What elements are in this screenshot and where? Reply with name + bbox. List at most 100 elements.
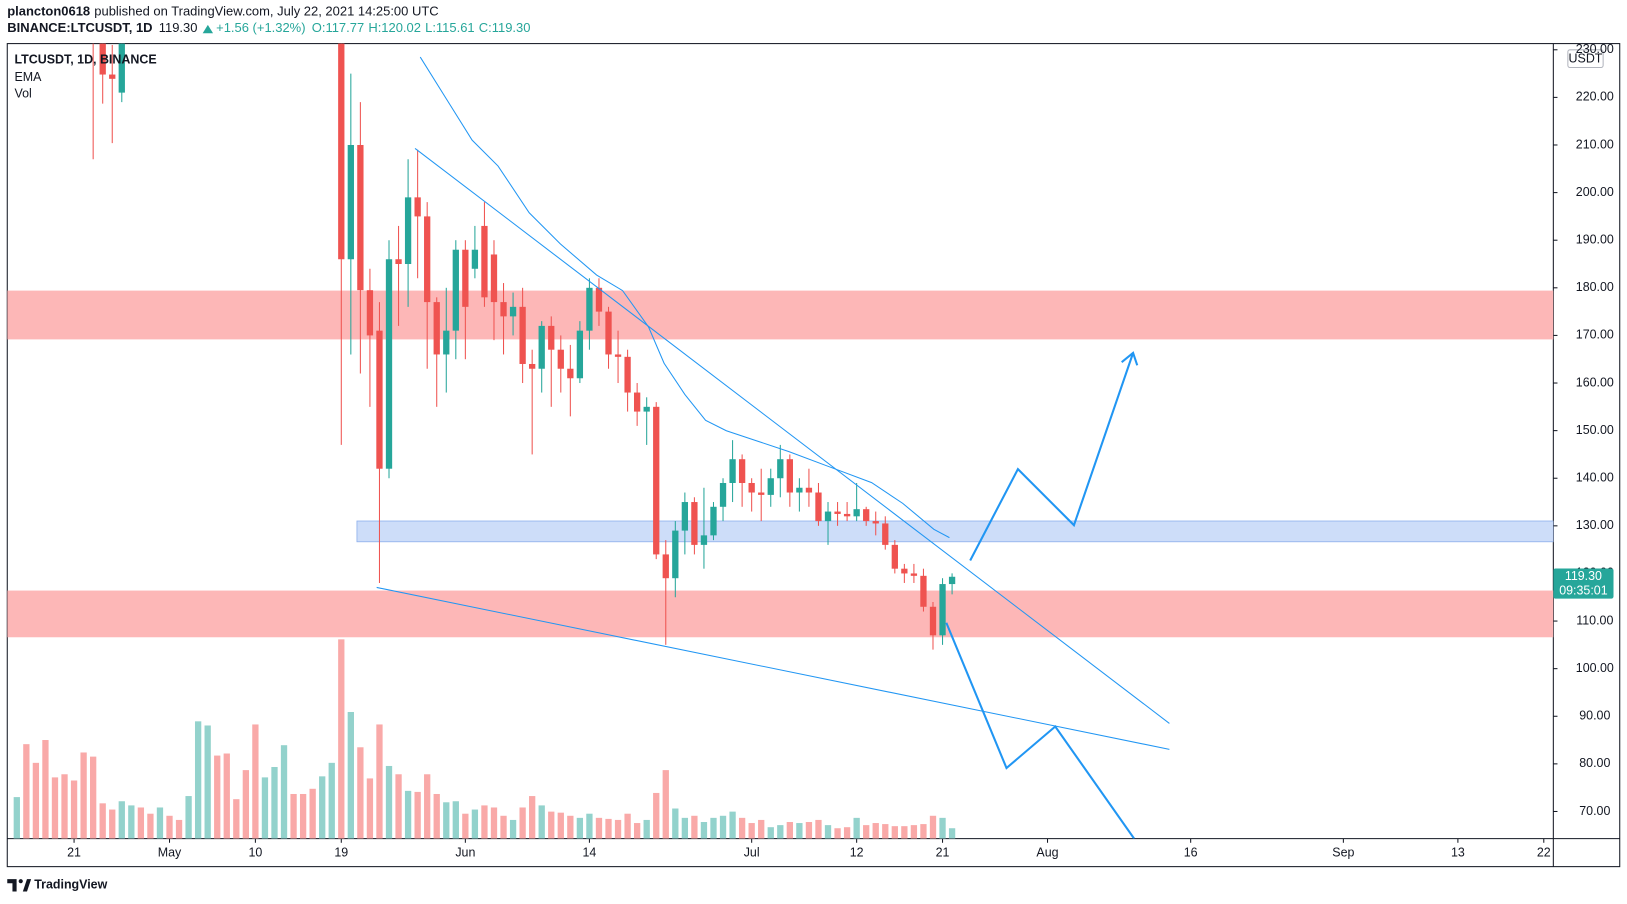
volume-bar	[462, 813, 469, 839]
volume-bar	[614, 819, 622, 839]
volume-bar	[882, 824, 889, 839]
volume-bar	[319, 776, 326, 839]
candle-body	[376, 330, 383, 469]
support-zone	[7, 590, 1554, 638]
candle-body	[824, 511, 832, 522]
volume-bar	[567, 815, 574, 839]
candle-body	[815, 492, 822, 522]
volume-bar	[90, 756, 97, 839]
volume-bar	[758, 819, 765, 839]
candle-body	[891, 544, 898, 569]
x-tick-label: Jul	[744, 845, 760, 859]
header-line: plancton0618 published on TradingView.com…	[7, 4, 438, 19]
y-tick-label: 110.00	[1576, 613, 1613, 627]
ohlc-close: C:119.30	[479, 20, 531, 35]
volume-bar	[481, 805, 488, 839]
volume-bar	[948, 828, 956, 839]
volume-bar	[910, 825, 918, 839]
volume-bar	[509, 819, 517, 839]
candle-body	[500, 302, 507, 317]
volume-bar	[605, 818, 612, 839]
y-tick-label: 230.00	[1576, 42, 1614, 56]
price: 119.30	[159, 20, 198, 35]
candle-body	[586, 287, 593, 331]
candle-body	[633, 392, 641, 412]
x-tick-label: Jun	[455, 845, 475, 859]
volume-layer	[13, 639, 956, 839]
candle-body	[385, 259, 393, 469]
frame	[6, 43, 1621, 868]
x-tick-label: May	[158, 845, 182, 859]
candle-body	[805, 487, 813, 493]
candle-body	[548, 325, 555, 350]
y-tick-label: 130.00	[1576, 518, 1614, 532]
volume-bar	[385, 765, 393, 839]
volume-bar	[128, 805, 135, 839]
candle-body	[471, 249, 479, 269]
volume-bar	[691, 815, 698, 839]
up-triangle	[202, 24, 214, 34]
volume-bar	[166, 815, 173, 839]
candle-body	[748, 482, 755, 493]
candle-body	[338, 43, 345, 260]
ohlc-open: O:117.77	[312, 20, 364, 35]
volume-bar	[204, 725, 211, 839]
candle-body	[796, 487, 803, 493]
candle-body	[509, 306, 517, 317]
candle-body	[939, 584, 946, 636]
x-tick-label: 19	[334, 845, 348, 859]
x-tick-label: 21	[936, 845, 950, 859]
candle-body	[767, 478, 774, 495]
candle-body	[99, 43, 106, 75]
currency-box	[1567, 49, 1604, 68]
volume-bar	[13, 797, 20, 839]
currency: USDT	[1569, 51, 1603, 65]
y-tick-label: 210.00	[1576, 137, 1614, 151]
y-tick-label: 100.00	[1576, 661, 1614, 675]
volume-bar	[633, 823, 641, 839]
candle-body	[118, 43, 125, 93]
author: plancton0618	[7, 4, 90, 19]
volume-bar	[452, 801, 459, 839]
volume-bar	[42, 740, 49, 839]
volume-bar	[32, 762, 40, 839]
volume-bar	[109, 809, 116, 839]
y-tick-label: 200.00	[1576, 185, 1614, 199]
y-tick-label: 160.00	[1576, 375, 1614, 389]
candle-body	[424, 216, 431, 303]
volume-bar	[863, 825, 870, 839]
volume-bar	[23, 744, 30, 839]
volume-bar	[672, 808, 679, 839]
published: published on TradingView.com, July 22, 2…	[94, 4, 438, 19]
plot-area	[7, 43, 1554, 839]
volume-bar	[156, 807, 164, 839]
y-tick-label: 80.00	[1579, 756, 1610, 770]
legend-title: LTCUSDT, 1D, BINANCE	[15, 52, 157, 66]
volume-bar	[414, 791, 421, 839]
y-tick-label: 150.00	[1576, 423, 1614, 437]
candle-body	[529, 363, 536, 369]
candle-body	[519, 306, 526, 364]
candle-body	[443, 330, 450, 355]
candle-layer	[92, 43, 956, 650]
y-tick-label: 180.00	[1576, 280, 1614, 294]
volume-bar	[624, 813, 631, 839]
volume-bar	[681, 817, 689, 839]
projection-down	[945, 622, 1135, 839]
volume-bar	[194, 721, 202, 839]
symbol: BINANCE:LTCUSDT, 1D	[7, 20, 152, 35]
volume-bar	[252, 724, 259, 839]
volume-bar	[261, 777, 269, 839]
volume-bar	[643, 819, 650, 839]
volume-bar	[748, 823, 755, 839]
volume-bar	[929, 815, 937, 839]
x-tick-label: 12	[850, 845, 864, 859]
volume-bar	[271, 766, 278, 839]
volume-bar	[137, 807, 145, 839]
candle-body	[395, 259, 402, 265]
candle-body	[404, 197, 412, 265]
volume-bar	[586, 813, 593, 839]
volume-bar	[815, 819, 822, 839]
candle-body	[653, 406, 660, 555]
